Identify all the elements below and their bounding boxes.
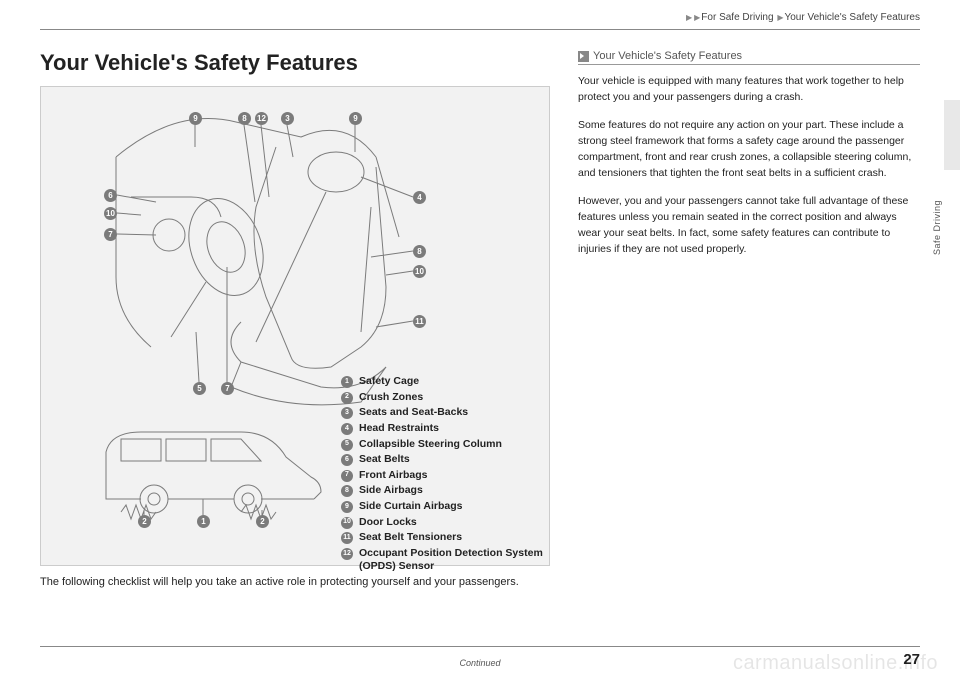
feature-list: 1 Safety Cage 2 Crush Zones 3 Seats and Seat-… [341, 375, 549, 576]
breadcrumb-lvl1: For Safe Driving [701, 12, 773, 23]
callout-number: 7 [221, 382, 234, 395]
callout-number: 4 [413, 191, 426, 204]
feature-label: Side Airbags [359, 484, 549, 497]
sidebar-heading-row: Your Vehicle's Safety Features [578, 50, 920, 65]
sidebar-heading: Your Vehicle's Safety Features [593, 50, 742, 62]
feature-row: 8 Side Airbags [341, 484, 549, 497]
callout-number: 12 [255, 112, 268, 125]
feature-label: Door Locks [359, 516, 549, 529]
feature-number: 1 [341, 376, 353, 388]
feature-number: 5 [341, 439, 353, 451]
feature-number: 4 [341, 423, 353, 435]
feature-number: 8 [341, 485, 353, 497]
note-icon [578, 51, 589, 62]
feature-row: 7 Front Airbags [341, 469, 549, 482]
feature-number: 9 [341, 501, 353, 513]
breadcrumb: ▶▶For Safe Driving ▶Your Vehicle's Safet… [40, 12, 920, 30]
feature-number: 6 [341, 454, 353, 466]
page-title: Your Vehicle's Safety Features [40, 50, 550, 76]
callout-number: 7 [104, 228, 117, 241]
feature-row: 5 Collapsible Steering Column [341, 438, 549, 451]
callout-number: 11 [413, 315, 426, 328]
feature-label: Head Restraints [359, 422, 549, 435]
continued-label: Continued [459, 658, 500, 668]
feature-label: Seats and Seat-Backs [359, 406, 549, 419]
breadcrumb-arrow: ▶ [686, 13, 692, 22]
feature-row: 4 Head Restraints [341, 422, 549, 435]
feature-number: 3 [341, 407, 353, 419]
callout-number: 8 [413, 245, 426, 258]
callout-number: 3 [281, 112, 294, 125]
feature-number: 2 [341, 392, 353, 404]
section-thumb-tab [944, 100, 960, 170]
feature-label: Occupant Position Detection System (OPDS… [359, 547, 549, 573]
breadcrumb-lvl2: Your Vehicle's Safety Features [784, 12, 920, 23]
feature-row: 12 Occupant Position Detection System (OP… [341, 547, 549, 573]
feature-row: 2 Crush Zones [341, 391, 549, 404]
feature-label: Front Airbags [359, 469, 549, 482]
feature-label: Seat Belt Tensioners [359, 531, 549, 544]
feature-label: Collapsible Steering Column [359, 438, 549, 451]
feature-number: 11 [341, 532, 353, 544]
feature-number: 10 [341, 517, 353, 529]
feature-number: 12 [341, 548, 353, 560]
feature-label: Safety Cage [359, 375, 549, 388]
callout-number: 9 [349, 112, 362, 125]
feature-row: 6 Seat Belts [341, 453, 549, 466]
under-diagram-text: The following checklist will help you ta… [40, 574, 550, 591]
feature-row: 3 Seats and Seat-Backs [341, 406, 549, 419]
callout-number: 1 [197, 515, 210, 528]
safety-features-diagram: 981239610748101157 212 1Safety Cage2Crus… [40, 86, 550, 566]
callout-number: 2 [138, 515, 151, 528]
feature-number: 7 [341, 470, 353, 482]
feature-label: Seat Belts [359, 453, 549, 466]
sidebar-p3: However, you and your passengers cannot … [578, 193, 920, 258]
callout-number: 5 [193, 382, 206, 395]
feature-row: 10 Door Locks [341, 516, 549, 529]
sidebar-p2: Some features do not require any action … [578, 117, 920, 182]
callout-number: 2 [256, 515, 269, 528]
feature-row: 9 Side Curtain Airbags [341, 500, 549, 513]
callout-number: 8 [238, 112, 251, 125]
callout-number: 6 [104, 189, 117, 202]
callout-number: 10 [104, 207, 117, 220]
section-tab-label: Safe Driving [932, 200, 942, 255]
feature-label: Crush Zones [359, 391, 549, 404]
callout-number: 10 [413, 265, 426, 278]
watermark: carmanualsonline.info [733, 652, 938, 675]
feature-label: Side Curtain Airbags [359, 500, 549, 513]
callout-number: 9 [189, 112, 202, 125]
breadcrumb-arrow: ▶ [777, 13, 783, 22]
feature-row: 11 Seat Belt Tensioners [341, 531, 549, 544]
feature-row: 1 Safety Cage [341, 375, 549, 388]
breadcrumb-arrow: ▶ [694, 13, 700, 22]
sidebar-p1: Your vehicle is equipped with many featu… [578, 73, 920, 106]
